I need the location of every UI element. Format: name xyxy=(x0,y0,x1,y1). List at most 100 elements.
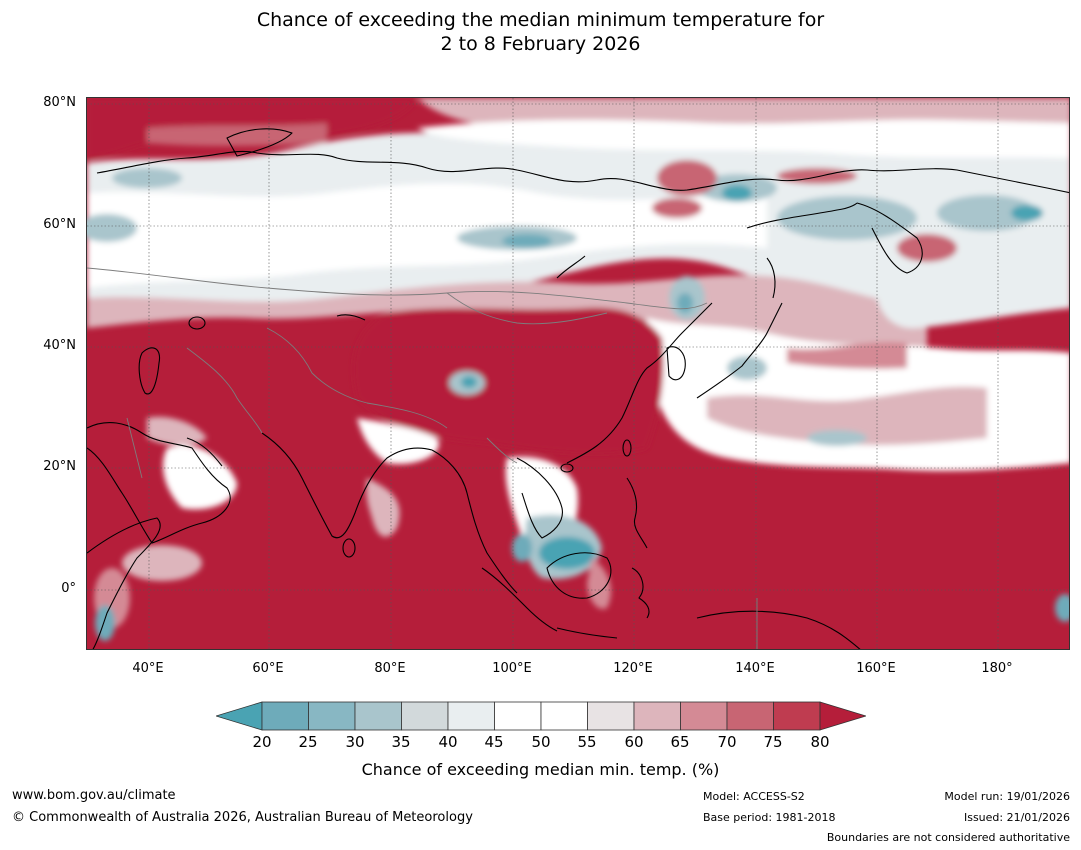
colorbar-cell-40-45 xyxy=(447,701,495,731)
graticule xyxy=(87,98,1069,649)
china-hot-region xyxy=(353,307,664,454)
siberia-cool-patch-3 xyxy=(777,196,917,240)
sumatra-coast xyxy=(481,567,558,632)
sulawesi-coast xyxy=(631,567,650,619)
novaya-zemlya-coast xyxy=(226,128,293,157)
colorbar-tick-40: 40 xyxy=(438,733,458,751)
siberia-warm-blob-4 xyxy=(897,234,957,262)
lon-label-180: 180° xyxy=(981,661,1013,676)
colorbar-cell-20-25 xyxy=(261,701,309,731)
footer-website: www.bom.gov.au/climate xyxy=(12,788,176,803)
colorbar-cell-75-80 xyxy=(773,701,821,731)
title-line-1: Chance of exceeding the median minimum t… xyxy=(256,9,825,31)
lon-label-100e: 100°E xyxy=(492,661,532,676)
colorbar-cell-60-65 xyxy=(633,701,681,731)
colorbar-cell-70-75 xyxy=(726,701,774,731)
colorbar-tick-60: 60 xyxy=(624,733,644,751)
lon-label-140e: 140°E xyxy=(735,661,775,676)
colorbar-tick-25: 25 xyxy=(298,733,318,751)
colorbar-tick-80: 80 xyxy=(810,733,830,751)
philippines-coast xyxy=(626,477,648,549)
footer-issued: Issued: 21/01/2026 xyxy=(963,811,1070,824)
siberia-warm-blob-3 xyxy=(777,168,857,184)
east-africa-cold-spot xyxy=(95,605,115,641)
lon-label-160e: 160°E xyxy=(856,661,896,676)
lon-label-60e: 60°E xyxy=(252,661,284,676)
colorbar-cell-55-60 xyxy=(587,701,635,731)
manchuria-cold-spot xyxy=(677,293,693,313)
footer-base-period: Base period: 1981-2018 xyxy=(703,811,836,824)
colorbar-extend-high xyxy=(819,701,866,731)
kamchatka-coast xyxy=(856,202,923,274)
footer-model-run: Model run: 19/01/2026 xyxy=(944,790,1070,803)
persian-gulf-coast xyxy=(186,437,223,467)
probability-field xyxy=(87,98,1069,641)
pacific-cool-streak xyxy=(807,430,867,446)
lat-label-20n: 20°N xyxy=(43,459,76,474)
colorbar xyxy=(216,701,866,731)
korea-coast xyxy=(666,346,686,381)
siberia-cool-patch-4 xyxy=(937,195,1037,231)
colorbar-cell-65-70 xyxy=(680,701,728,731)
aral-sea xyxy=(188,316,206,330)
lake-baikal xyxy=(556,255,586,279)
myanmar-malay-coast xyxy=(431,449,518,594)
central-asia-pink-band xyxy=(87,275,927,358)
colorbar-cell-35-40 xyxy=(401,701,449,731)
northern-white-zone xyxy=(87,183,767,288)
lat-label-0: 0° xyxy=(61,581,76,596)
china-coast xyxy=(566,302,713,464)
siberia-cold-spot-3 xyxy=(502,234,552,248)
middle-east-pink xyxy=(147,416,207,446)
colorbar-cell-25-30 xyxy=(308,701,356,731)
colorbar-tick-30: 30 xyxy=(345,733,365,751)
myanmar-border xyxy=(486,437,518,464)
japan-coast xyxy=(696,302,783,399)
colorbar-tick-65: 65 xyxy=(670,733,690,751)
colorbar-title: Chance of exceeding median min. temp. (%… xyxy=(361,760,720,779)
footer-model: Model: ACCESS-S2 xyxy=(703,790,805,803)
colorbar-tick-75: 75 xyxy=(763,733,783,751)
map-canvas xyxy=(87,98,1069,649)
colorbar-tick-70: 70 xyxy=(717,733,737,751)
arctic-white-band xyxy=(417,119,1069,158)
java-coast xyxy=(556,627,618,639)
siberia-warm-blob-1 xyxy=(657,160,717,196)
new-guinea-coast xyxy=(696,610,861,649)
colorbar-tick-45: 45 xyxy=(484,733,504,751)
arctic-coastline xyxy=(96,150,1069,194)
russia-southern-border xyxy=(87,267,708,310)
siberia-warm-blob-2 xyxy=(652,198,702,218)
siberia-cold-spot-2 xyxy=(1011,205,1043,221)
colorbar-cell-50-55 xyxy=(540,701,588,731)
lon-label-40e: 40°E xyxy=(132,661,164,676)
horn-of-africa-pink xyxy=(122,545,202,581)
footer-disclaimer: Boundaries are not considered authoritat… xyxy=(826,831,1070,844)
india-white-patch xyxy=(357,418,439,464)
india-coast xyxy=(261,432,433,539)
west-siberia-cool-patch xyxy=(87,214,137,242)
forecast-map xyxy=(86,97,1070,650)
colorbar-tick-35: 35 xyxy=(391,733,411,751)
okhotsk-coast xyxy=(746,202,858,229)
lon-label-120e: 120°E xyxy=(613,661,653,676)
footer-copyright: © Commonwealth of Australia 2026, Austra… xyxy=(12,810,473,825)
hainan-coast xyxy=(560,463,574,473)
south-india-pink xyxy=(366,478,400,537)
mongolia-border xyxy=(446,292,608,325)
tibet-cold-spot xyxy=(461,376,477,388)
lon-label-80e: 80°E xyxy=(374,661,406,676)
pacific-cold-spot xyxy=(1055,594,1069,622)
lat-label-40n: 40°N xyxy=(43,338,76,353)
colorbar-tick-55: 55 xyxy=(577,733,597,751)
north-pacific-grey xyxy=(877,278,1069,329)
sakhalin-coast xyxy=(766,257,776,299)
borneo-coast xyxy=(546,552,612,599)
pacific-pink-streak xyxy=(707,386,987,446)
coastlines xyxy=(87,128,1069,649)
barents-warm-band xyxy=(147,123,327,147)
colorbar-extend-low xyxy=(216,701,263,731)
central-asia-border xyxy=(266,327,448,429)
lat-label-60n: 60°N xyxy=(43,217,76,232)
taiwan-coast xyxy=(622,439,632,457)
